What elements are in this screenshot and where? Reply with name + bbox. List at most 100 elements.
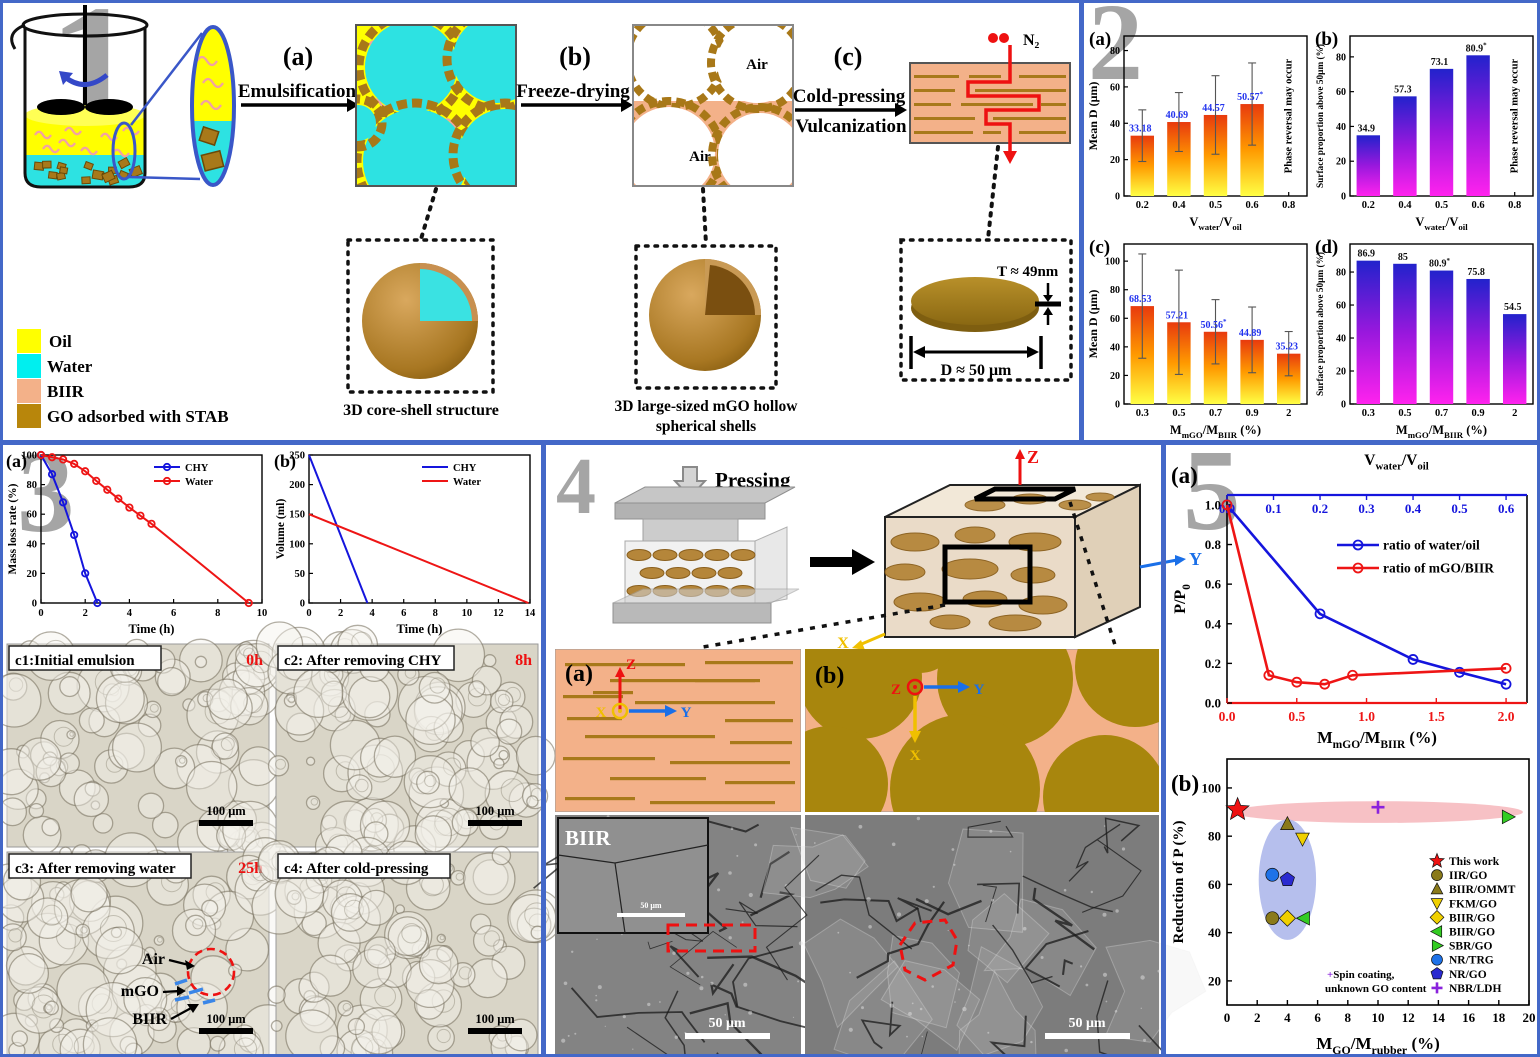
foam-diagram: Air Air: [632, 24, 794, 187]
n2-molecule-dot: [999, 33, 1009, 43]
chart-text: 40: [1208, 925, 1221, 940]
bar-0.6: [1240, 104, 1264, 196]
magnifier-line-bottom: [128, 175, 201, 181]
step-a-text: Emulsification: [238, 81, 357, 102]
chart-text: 1.0: [1205, 497, 1221, 512]
sem-inset-biir: BIIR 50 μm: [557, 817, 709, 934]
legend-label: NR/TRG: [1449, 955, 1494, 967]
go-shell-circles: [805, 649, 1159, 812]
core-shell-sphere-box: 3D core-shell structure: [343, 238, 499, 419]
chart-text: 1.0: [1358, 709, 1375, 724]
n2-molecule-dot: [988, 33, 998, 43]
legend-swatch-go: [17, 404, 41, 428]
micrograph-c3: c3: After removing water 25h Air mGO BII…: [3, 832, 296, 1054]
chart-text: 0.7: [1209, 408, 1222, 419]
scale-bar: [468, 820, 522, 826]
chart-text: 100: [1202, 780, 1222, 795]
series-CHY: [308, 454, 369, 604]
tortuous-path-arrow-head: [1003, 151, 1017, 164]
chart-text: 100: [1105, 257, 1120, 268]
chart-text: 100: [21, 451, 37, 462]
micrograph-c1-label: c1:Initial emulsion: [15, 653, 135, 669]
x-axis-label: Time (h): [397, 622, 443, 636]
bar-value-label: 44.89: [1239, 328, 1262, 339]
chart-text: 60: [1110, 82, 1120, 93]
axis-z-label: Z: [1027, 447, 1039, 467]
axis-x-label: X: [837, 635, 849, 652]
bar-0.4: [1393, 96, 1417, 196]
bar-value-label: 80.9*: [1466, 42, 1488, 55]
legend-label: BIIR/OMMT: [1449, 884, 1516, 896]
step-b-arrow-head: [621, 98, 633, 112]
divider-vertical-bottom-right: [1161, 445, 1166, 1054]
legend-label-oil: Oil: [49, 332, 72, 351]
mgo-annotation-dashes: [174, 978, 216, 1005]
bar-value-label: 85: [1398, 252, 1408, 263]
micrograph-bubbles: [251, 834, 564, 1054]
chart-text: 0.6: [1472, 200, 1485, 211]
legend-label: ratio of mGO/BIIR: [1383, 561, 1494, 576]
y-axis-label: Mass loss rate (%): [7, 483, 19, 574]
series-Water: [36, 450, 253, 608]
dotted-connectors: [419, 145, 1000, 246]
highlight-rect: [666, 923, 757, 953]
y-axis-label: Mean D (μm): [1086, 290, 1100, 359]
diagram-a-label: (a): [565, 661, 593, 687]
chart-text: 40: [1336, 122, 1346, 133]
bar-value-label: 50.57*: [1237, 90, 1264, 103]
stir-arrow: [63, 73, 109, 87]
oriented-composite-box: Z Y X: [702, 447, 1202, 652]
chart-text: 0.5: [1172, 408, 1185, 419]
axis-z-label: Z: [891, 682, 901, 698]
chart-text: 0.6: [1205, 577, 1222, 592]
hollow-sphere-box: 3D large-sized mGO hollow spherical shel…: [615, 244, 798, 435]
air-label-1: Air: [746, 57, 768, 73]
chart-text: 150: [289, 510, 305, 521]
bar-0.5: [1203, 114, 1228, 196]
phase-reversal-note: Phase reversal may occur: [1284, 58, 1295, 173]
phase-reversal-note: Phase reversal may occur: [1510, 58, 1521, 173]
barrier-wall-box: T ≈ 49nm D ≈ 50 μm: [899, 238, 1073, 382]
panel-label: (b): [274, 451, 296, 472]
magnifier-line-top: [130, 32, 203, 126]
chart-text: 0.2: [1205, 656, 1221, 671]
scale-label: 100 μm: [206, 1012, 246, 1026]
legend-label: This work: [1449, 856, 1500, 868]
chart-relative-permeability: 0.0 0.2 0.4 0.6 0.8 1.0 0.0 0.1 0.2 0.3 0.4 0.5 0.6 0…: [1171, 452, 1528, 751]
legend-label: BIIR/GO: [1449, 912, 1495, 924]
chart-text: 0.9: [1472, 408, 1485, 419]
chart-text: 6: [1314, 1010, 1321, 1025]
diagram-b-label: (b): [815, 663, 844, 689]
x-axis-label: MmGO/MBIIR (%): [1170, 423, 1261, 440]
chart-text: 0: [1115, 400, 1120, 411]
side-view-frame: [942, 544, 1033, 605]
bar-0.3: [1356, 260, 1381, 404]
bar-0.6: [1466, 55, 1490, 196]
step-c-text1: Cold-pressing: [793, 86, 906, 107]
legend-label-go: GO adsorbed with STAB: [47, 407, 229, 426]
chart-text: 20: [1523, 1010, 1536, 1025]
bar-0.4: [1167, 122, 1191, 196]
micrograph-c4: c4: After cold-pressing 100 μm: [251, 834, 564, 1054]
bar-value-label: 75.8: [1467, 267, 1485, 278]
chart-text: 0.0: [1205, 696, 1221, 711]
chart-text: 16: [1462, 1010, 1476, 1025]
chart-text: 8: [433, 608, 438, 619]
chart-text: 2: [1286, 408, 1291, 419]
scale-label: 50 μm: [1068, 1016, 1105, 1031]
micrograph-c3-time: 25h: [238, 860, 263, 877]
chart-text: 10: [257, 608, 268, 619]
chart-text: 60: [27, 510, 38, 521]
go-wall-lines: [563, 661, 795, 805]
annotation-air: Air: [142, 951, 165, 968]
scale-bar: [685, 1033, 770, 1039]
chart-text: 80: [27, 480, 38, 491]
scale-bar: [1045, 1033, 1130, 1039]
chart-text: 6: [171, 608, 176, 619]
series: [1221, 499, 1512, 690]
bar-value-label: 34.9: [1358, 123, 1376, 134]
panel-label: (a): [6, 451, 27, 472]
legend-label: Water: [453, 477, 481, 488]
chart-text: 0.3: [1362, 408, 1375, 419]
